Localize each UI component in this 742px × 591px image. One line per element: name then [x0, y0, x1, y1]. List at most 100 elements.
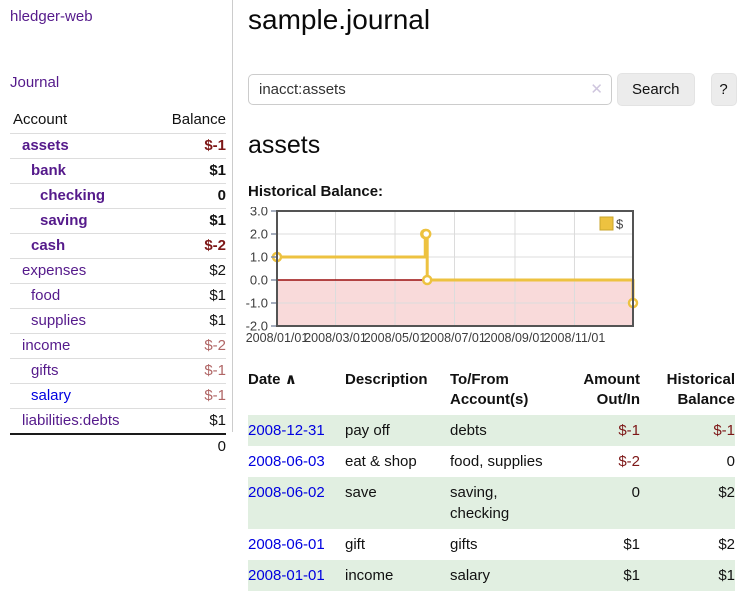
y-tick-label: 2.0 [250, 227, 268, 242]
clear-search-icon[interactable]: ✕ [590, 81, 603, 98]
search-bar: ✕ Search ? [248, 73, 742, 106]
account-balance: $1 [151, 308, 226, 334]
register-header-date[interactable]: Date ∧ [248, 368, 345, 415]
account-balance: $1 [151, 208, 226, 234]
legend-swatch [599, 216, 614, 231]
account-link-cash[interactable]: cash [31, 237, 66, 254]
account-row: supplies $1 [10, 308, 226, 334]
register-balance-cell: $2 [718, 484, 735, 501]
register-description-cell: income [345, 567, 394, 584]
accounts-total-value: 0 [151, 433, 226, 459]
register-header-description: Description [345, 371, 428, 388]
account-name-cell: expenses [10, 258, 152, 284]
account-link-liabilities-debts[interactable]: liabilities:debts [22, 412, 120, 429]
account-link-assets[interactable]: assets [22, 137, 69, 154]
y-tick-label: 3.0 [250, 207, 268, 219]
sort-ascending-icon: ∧ [284, 371, 297, 388]
accounts-header-row: Account Balance [10, 107, 226, 134]
account-balance: $-2 [151, 233, 226, 259]
account-balance: $1 [151, 408, 226, 434]
register-row: 2008-06-01 gift gifts $1 $2 [248, 529, 735, 560]
account-row: liabilities:debts $1 [10, 408, 226, 434]
x-tick-label: 2008/11/01 [544, 331, 606, 345]
accounts-header-account: Account [13, 111, 68, 128]
search-input[interactable] [248, 74, 612, 105]
sidebar: hledger-web Journal Account Balance asse… [0, 0, 232, 582]
account-link-supplies[interactable]: supplies [31, 312, 87, 329]
account-name-cell: gifts [10, 358, 152, 384]
account-name-cell: saving [10, 208, 152, 234]
transaction-date-link[interactable]: 2008-06-02 [248, 484, 325, 501]
x-tick-label: 2008/09/01 [484, 331, 547, 345]
main-content: sample.journal ✕ Search ? assets Histori… [233, 0, 742, 591]
legend-label: $ [616, 217, 624, 232]
account-link-income[interactable]: income [22, 337, 71, 354]
transaction-date-link[interactable]: 2008-12-31 [248, 422, 325, 439]
account-row: bank $1 [10, 158, 226, 184]
register-description-cell: save [345, 484, 377, 501]
account-balance: $1 [151, 158, 226, 184]
account-link-expenses[interactable]: expenses [22, 262, 87, 279]
y-tick-label: -2.0 [246, 319, 268, 334]
account-link-salary[interactable]: salary [31, 387, 72, 404]
account-row: salary $-1 [10, 383, 226, 409]
y-tick-label: -1.0 [246, 296, 268, 311]
register-date-cell: 2008-01-01 [248, 560, 345, 591]
register-table: Date ∧ Description To/From Account(s) Am… [248, 368, 735, 591]
transaction-date-link[interactable]: 2008-01-01 [248, 567, 325, 584]
historical-balance-chart: 3.0 2.0 1.0 0.0 -1.0 -2.02008/01/012008/03/01… [246, 207, 639, 345]
account-row: income $-2 [10, 333, 226, 359]
register-amount-cell: $-1 [618, 422, 640, 439]
register-row: 2008-06-02 save saving, checking 0 $2 [248, 477, 735, 529]
account-balance: $1 [151, 283, 226, 309]
account-name-cell: liabilities:debts [10, 408, 152, 434]
account-link-checking[interactable]: checking [40, 187, 106, 204]
register-accounts-cell: salary [450, 567, 491, 584]
data-point-marker [420, 228, 432, 240]
account-row: food $1 [10, 283, 226, 309]
account-name-cell: bank [10, 158, 152, 184]
register-header-row: Date ∧ Description To/From Account(s) Am… [248, 368, 735, 415]
account-row: cash $-2 [10, 233, 226, 259]
x-tick-label: 2008/07/01 [423, 331, 486, 345]
sidebar-item-journal[interactable]: Journal [10, 74, 60, 91]
register-balance-cell: $-1 [713, 422, 735, 439]
register-amount-cell: 0 [631, 484, 640, 501]
account-balance: 0 [151, 183, 226, 209]
account-link-saving[interactable]: saving [40, 212, 88, 229]
register-balance-cell: $2 [718, 536, 735, 553]
sidebar-divider [232, 0, 233, 432]
account-row: expenses $2 [10, 258, 226, 284]
data-point-marker [421, 274, 433, 286]
transaction-date-link[interactable]: 2008-06-03 [248, 453, 325, 470]
account-row: gifts $-1 [10, 358, 226, 384]
register-header-amount: Amount Out/In [583, 371, 640, 408]
register-description-cell: gift [345, 536, 366, 553]
account-name-cell: checking [10, 183, 152, 209]
register-row: 2008-06-03 eat & shop food, supplies $-2 0 [248, 446, 735, 477]
account-link-food[interactable]: food [31, 287, 61, 304]
register-amount-cell: $1 [623, 536, 640, 553]
accounts-table-body: assets $-1 bank $1 checking 0 saving $1 cash $-2 e… [10, 133, 226, 434]
register-date-cell: 2008-06-02 [248, 477, 345, 529]
account-link-bank[interactable]: bank [31, 162, 67, 179]
accounts-table: Account Balance assets $-1 bank $1 checking 0… [10, 107, 226, 459]
register-accounts-cell: debts [450, 422, 487, 439]
account-link-gifts[interactable]: gifts [31, 362, 59, 379]
x-tick-label: 2008/05/01 [364, 331, 427, 345]
help-button[interactable]: ? [710, 73, 737, 106]
account-name-cell: food [10, 283, 152, 309]
page-title: sample.journal [248, 4, 431, 35]
chart-title: Historical Balance: [248, 183, 384, 200]
app-title-link[interactable]: hledger-web [10, 8, 93, 25]
register-header-accounts: To/From Account(s) [450, 371, 529, 408]
date-header-label: Date [248, 371, 281, 388]
y-tick-label: 1.0 [250, 250, 268, 265]
register-accounts-cell: saving, checking [450, 484, 510, 522]
transaction-date-link[interactable]: 2008-06-01 [248, 536, 325, 553]
register-description-cell: pay off [345, 422, 390, 439]
account-balance: $2 [151, 258, 226, 284]
search-button[interactable]: Search [617, 73, 695, 106]
account-name-cell: assets [10, 133, 152, 159]
register-row: 2008-12-31 pay off debts $-1 $-1 [248, 415, 735, 446]
